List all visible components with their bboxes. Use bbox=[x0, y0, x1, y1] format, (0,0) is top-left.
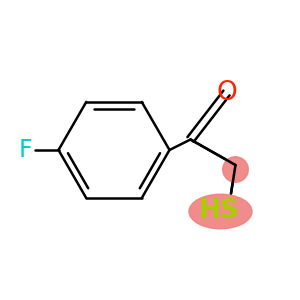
Text: O: O bbox=[216, 80, 237, 106]
Text: HS: HS bbox=[199, 199, 239, 224]
Text: F: F bbox=[19, 138, 32, 162]
Ellipse shape bbox=[189, 194, 252, 229]
Ellipse shape bbox=[223, 157, 248, 182]
